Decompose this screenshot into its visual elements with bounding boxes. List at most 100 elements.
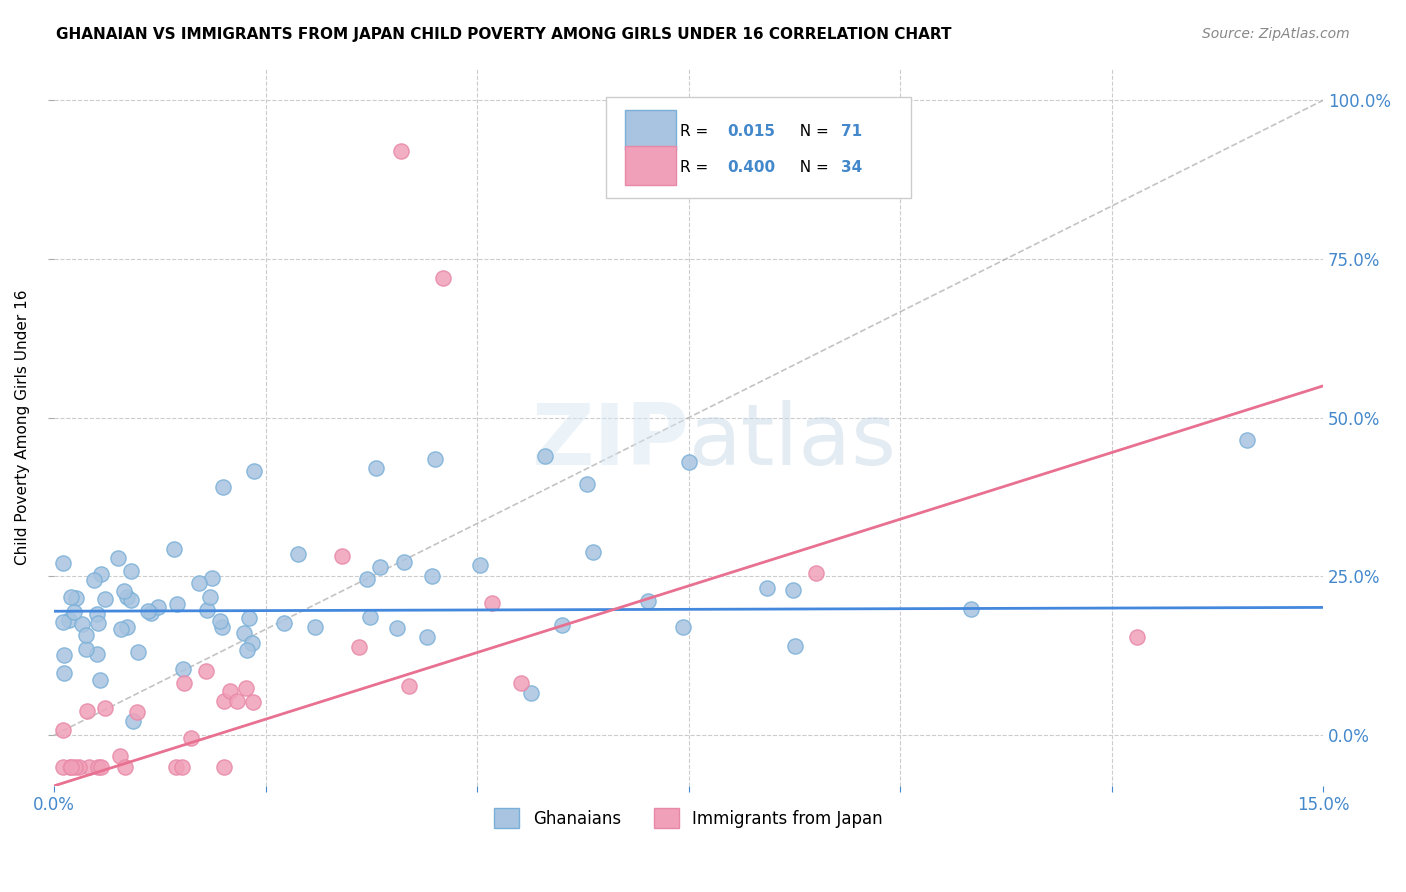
Point (330, 549, 353, 564)
Point (235, 681, 257, 695)
Point (356, 572, 378, 586)
Point (804, 566, 827, 581)
Point (115, 590, 138, 604)
Point (117, 620, 139, 634)
Point (304, 620, 326, 634)
Point (392, 555, 415, 569)
Point (1236, 433, 1258, 447)
Point (212, 760, 235, 774)
FancyBboxPatch shape (626, 110, 676, 150)
Point (52, 615, 75, 629)
Point (173, 676, 195, 690)
Point (114, 760, 136, 774)
Point (52, 723, 75, 737)
Point (364, 461, 387, 475)
Point (208, 615, 231, 629)
Point (83, 574, 105, 588)
Text: R =: R = (681, 124, 718, 139)
Point (212, 694, 235, 708)
Point (416, 630, 439, 644)
Point (52, 556, 75, 570)
Point (59, 760, 82, 774)
Point (65, 591, 87, 606)
Point (225, 694, 247, 708)
Point (236, 642, 259, 657)
Point (534, 449, 557, 463)
Text: 0.400: 0.400 (727, 160, 775, 175)
Point (163, 542, 186, 557)
FancyBboxPatch shape (626, 146, 676, 186)
Text: N =: N = (790, 124, 834, 139)
Point (198, 590, 221, 604)
Point (287, 547, 309, 561)
Point (423, 451, 446, 466)
Point (53, 665, 76, 680)
Point (172, 662, 194, 676)
Point (90, 760, 112, 774)
Point (165, 760, 187, 774)
Point (368, 560, 391, 574)
Text: 34: 34 (841, 160, 862, 175)
Point (201, 571, 224, 585)
Point (139, 607, 162, 621)
Point (120, 564, 142, 578)
Point (77, 760, 100, 774)
Point (243, 465, 266, 479)
Point (1126, 630, 1149, 644)
Point (75, 628, 97, 642)
Text: GHANAIAN VS IMMIGRANTS FROM JAPAN CHILD POVERTY AMONG GIRLS UNDER 16 CORRELATION: GHANAIAN VS IMMIGRANTS FROM JAPAN CHILD … (56, 27, 952, 42)
Text: R =: R = (681, 160, 718, 175)
Point (420, 568, 443, 582)
Point (67, 760, 90, 774)
Point (637, 593, 659, 607)
Point (349, 640, 371, 654)
Point (782, 583, 804, 598)
Point (170, 760, 193, 774)
Point (960, 601, 983, 615)
Point (242, 695, 264, 709)
Point (273, 615, 295, 630)
Point (122, 714, 145, 728)
Point (180, 731, 202, 745)
Point (110, 622, 132, 636)
Point (86, 647, 108, 661)
Point (238, 611, 260, 625)
Point (136, 604, 159, 618)
Point (481, 596, 503, 610)
Point (212, 480, 235, 494)
Point (194, 664, 217, 678)
Point (63, 605, 86, 619)
Point (59, 760, 82, 774)
Point (582, 544, 605, 558)
Point (148, 599, 170, 614)
Point (240, 636, 263, 650)
FancyBboxPatch shape (606, 97, 911, 198)
Point (53, 648, 76, 663)
Point (127, 645, 149, 659)
Point (94, 701, 117, 715)
Text: Source: ZipAtlas.com: Source: ZipAtlas.com (1202, 27, 1350, 41)
Text: 0.015: 0.015 (727, 124, 775, 139)
Point (510, 675, 533, 690)
Point (59, 590, 82, 604)
Point (76, 704, 98, 718)
Point (112, 584, 135, 599)
Point (166, 597, 188, 611)
Point (94, 591, 117, 606)
Point (75, 642, 97, 657)
Point (385, 621, 408, 635)
Point (785, 639, 807, 653)
Point (125, 705, 148, 719)
Point (519, 686, 541, 700)
Point (187, 576, 209, 591)
Point (58, 613, 80, 627)
Text: N =: N = (790, 160, 834, 175)
Text: ZIP: ZIP (531, 400, 689, 483)
Text: atlas: atlas (689, 400, 897, 483)
Point (672, 620, 695, 634)
Point (86, 615, 108, 630)
Point (211, 620, 233, 634)
Point (87, 760, 110, 774)
Point (63, 760, 86, 774)
Point (432, 271, 454, 285)
